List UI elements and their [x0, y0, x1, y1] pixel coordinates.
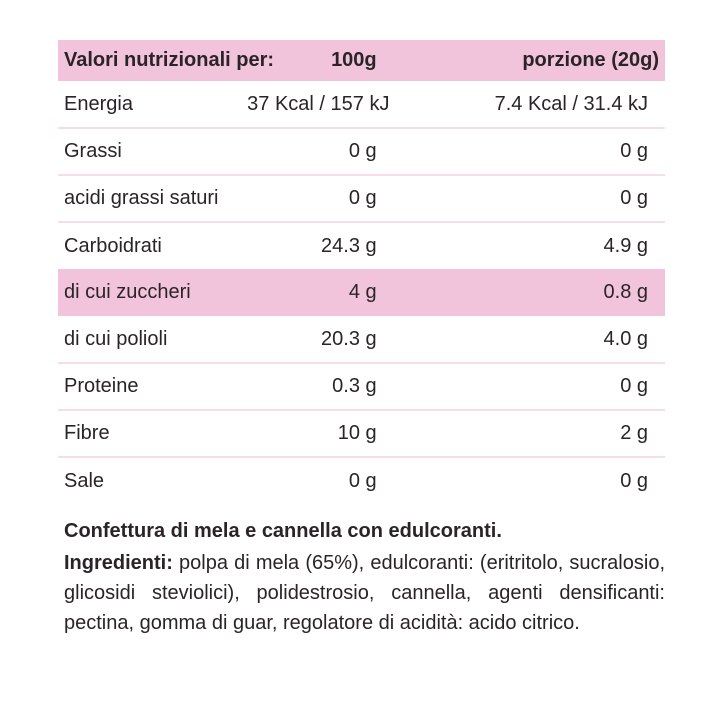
nutrient-label: Energia	[58, 81, 247, 129]
table-row-fibre: Fibre 10 g 2 g	[58, 410, 665, 458]
value-portion: 0 g	[376, 175, 665, 223]
value-100g: 0 g	[246, 128, 377, 176]
nutrient-label: Grassi	[58, 128, 247, 176]
nutrient-label: Proteine	[58, 363, 247, 411]
table-row-acidi-grassi-saturi: acidi grassi saturi 0 g 0 g	[58, 175, 665, 223]
value-portion: 0 g	[376, 128, 665, 176]
header-row: Valori nutrizionali per: 100g porzione (…	[58, 40, 665, 81]
value-portion: 2 g	[376, 410, 665, 458]
table-row-sale: Sale 0 g 0 g	[58, 457, 665, 504]
value-portion: 0 g	[620, 469, 648, 492]
product-description: Confettura di mela e cannella con edulco…	[58, 516, 665, 638]
value-portion: 4.0 g	[376, 316, 665, 364]
nutrient-label: di cui zuccheri	[58, 269, 247, 316]
value-100g: 20.3 g	[246, 316, 377, 364]
value-100g: 10 g	[246, 410, 377, 458]
table-row-di-cui-polioli: di cui polioli 20.3 g 4.0 g	[58, 316, 665, 364]
value-portion: 0 g	[376, 363, 665, 411]
header-portion: porzione (20g)	[376, 40, 665, 81]
value-100g: 0 g	[348, 469, 377, 492]
table-row-di-cui-zuccheri: di cui zuccheri 4 g 0.8 g	[58, 269, 665, 316]
value-100g: 24.3 g	[321, 234, 377, 257]
value-portion: 4.9 g	[603, 234, 648, 257]
ingredients-paragraph: Ingredienti: polpa di mela (65%), edulco…	[64, 548, 665, 638]
value-100g: 37 Kcal / 157 kJ	[246, 81, 389, 129]
table-header: Valori nutrizionali per: 100g porzione (…	[58, 40, 665, 81]
table-body: Energia 37 Kcal / 157 kJ 7.4 Kcal / 31.4…	[58, 81, 665, 504]
value-portion: 7.4 Kcal / 31.4 kJ	[376, 81, 665, 129]
value-100g: 0 g	[246, 175, 377, 223]
nutrient-label: Sale	[64, 469, 105, 492]
table-row-proteine: Proteine 0.3 g 0 g	[58, 363, 665, 411]
nutrition-label: Valori nutrizionali per: 100g porzione (…	[58, 40, 665, 638]
ingredients-text: polpa di mela (65%), edulcoranti: (eritr…	[64, 552, 665, 634]
ingredients-label: Ingredienti:	[64, 552, 173, 574]
header-nutrient-label: Valori nutrizionali per:	[58, 40, 274, 81]
nutrient-label: acidi grassi saturi	[58, 175, 247, 223]
header-100g: 100g	[246, 40, 377, 81]
nutrition-table: Valori nutrizionali per: 100g porzione (…	[58, 40, 665, 504]
table-row-energia: Energia 37 Kcal / 157 kJ 7.4 Kcal / 31.4…	[58, 81, 665, 129]
value-100g: 4 g	[246, 269, 377, 316]
table-row-grassi: Grassi 0 g 0 g	[58, 128, 665, 176]
nutrient-label: di cui polioli	[58, 316, 247, 364]
value-100g: 0.3 g	[246, 363, 377, 411]
value-portion: 0.8 g	[376, 269, 665, 316]
product-title: Confettura di mela e cannella con edulco…	[64, 520, 502, 542]
nutrient-label: Carboidrati	[64, 234, 162, 257]
nutrient-label: Fibre	[58, 410, 247, 458]
table-row-carboidrati: Carboidrati 24.3 g 4.9 g	[58, 222, 665, 269]
